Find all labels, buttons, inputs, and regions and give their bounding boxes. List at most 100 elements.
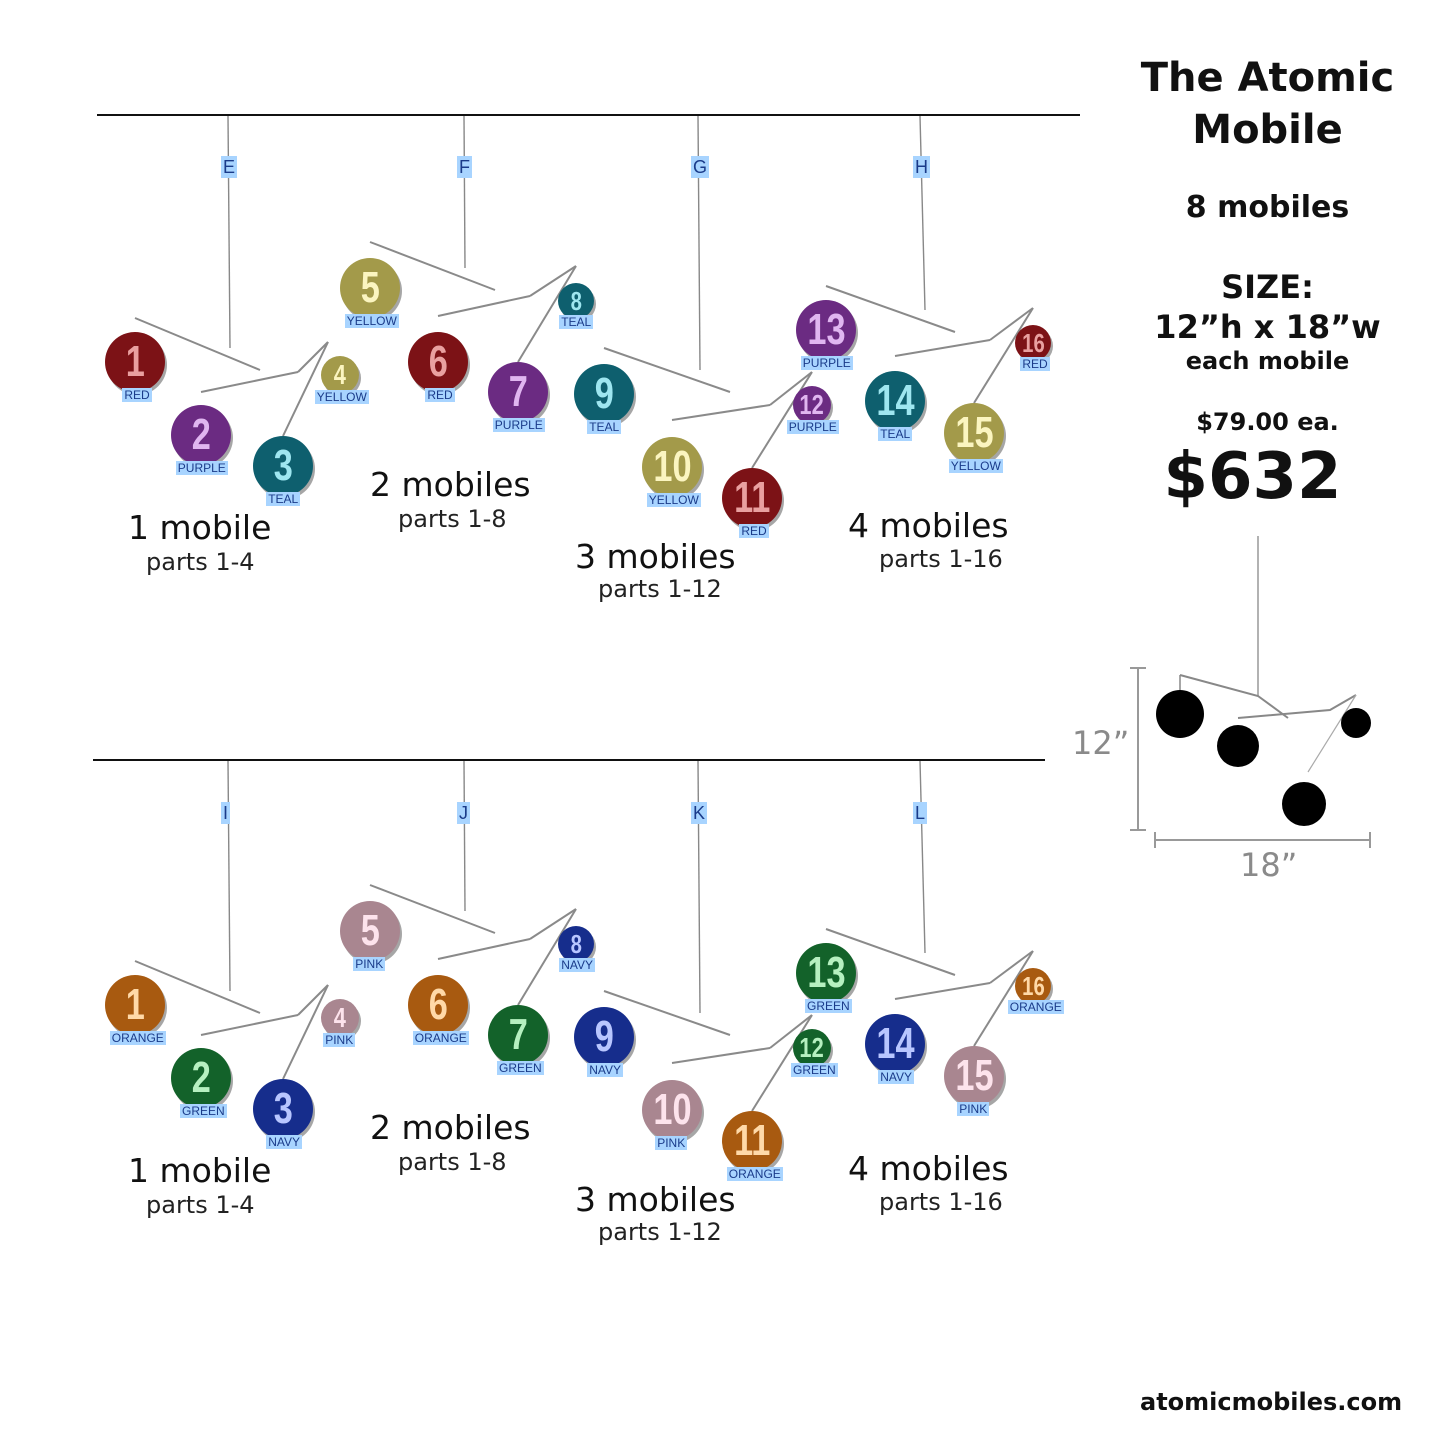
- top-part-number: 5: [360, 263, 380, 312]
- top-hanging-bar: [97, 114, 1080, 116]
- bottom-color-label: GREEN: [791, 1063, 838, 1077]
- bottom-part-number: 12: [799, 1032, 825, 1063]
- top-color-label: RED: [1020, 357, 1050, 371]
- bottom-part-disc: 14: [865, 1014, 925, 1074]
- top-color-label: RED: [739, 524, 769, 538]
- top-string: [463, 115, 466, 269]
- bottom-color-label: GREEN: [805, 999, 852, 1013]
- bottom-color-label: NAVY: [587, 1063, 623, 1077]
- bottom-arm: [973, 950, 1034, 1047]
- bottom-part-disc: 11: [722, 1111, 782, 1171]
- top-arm: [769, 371, 813, 406]
- bottom-part-number: 16: [1021, 970, 1045, 1001]
- top-color-label: PURPLE: [492, 418, 545, 432]
- diagram-disc: [1341, 708, 1371, 738]
- top-arm: [989, 307, 1034, 341]
- bottom-part-disc: 6: [408, 975, 468, 1035]
- bottom-part-number: 4: [333, 1002, 347, 1033]
- bottom-part-disc: 8: [558, 926, 594, 962]
- top-hook-label: G: [691, 156, 710, 178]
- size-note: each mobile: [1185, 347, 1350, 375]
- top-part-disc: 13: [796, 300, 856, 360]
- bottom-arm: [989, 950, 1034, 984]
- top-hook-label: E: [221, 156, 238, 178]
- top-color-label: RED: [122, 388, 152, 402]
- bottom-part-number: 11: [733, 1116, 771, 1165]
- top-color-label: YELLOW: [314, 390, 369, 404]
- bottom-arm: [825, 928, 956, 976]
- top-part-disc: 11: [722, 468, 782, 528]
- top-color-label: TEAL: [266, 492, 301, 506]
- bottom-part-number: 8: [570, 928, 582, 959]
- bottom-part-disc: 15: [944, 1046, 1004, 1106]
- bottom-color-label: ORANGE: [726, 1167, 783, 1181]
- top-color-label: YELLOW: [646, 493, 701, 507]
- bottom-arm: [769, 1014, 813, 1049]
- top-arm: [200, 371, 299, 393]
- top-part-disc: 14: [865, 371, 925, 431]
- top-part-number: 1: [125, 337, 145, 386]
- top-string: [227, 115, 231, 349]
- bottom-hook-label: K: [691, 802, 708, 824]
- top-color-label: PURPLE: [786, 420, 839, 434]
- top-arm: [134, 317, 261, 371]
- bottom-part-disc: 13: [796, 943, 856, 1003]
- bottom-color-label: PINK: [957, 1102, 990, 1116]
- bottom-part-number: 13: [806, 948, 846, 997]
- bottom-hook-label: L: [913, 802, 928, 824]
- top-part-number: 3: [273, 441, 293, 490]
- top-color-label: TEAL: [878, 427, 913, 441]
- top-group-parts: parts 1-4: [146, 548, 255, 576]
- diagram-disc: [1156, 690, 1204, 738]
- top-color-label: TEAL: [587, 420, 622, 434]
- top-part-number: 11: [733, 473, 771, 522]
- top-arm: [297, 341, 329, 373]
- bottom-group-parts: parts 1-4: [146, 1191, 255, 1219]
- top-part-number: 13: [806, 305, 846, 354]
- bottom-color-label: ORANGE: [412, 1031, 469, 1045]
- bottom-arm: [671, 1047, 771, 1064]
- bottom-arm: [603, 990, 731, 1036]
- bottom-hanging-bar: [93, 759, 1045, 761]
- bottom-color-label: NAVY: [559, 958, 595, 972]
- top-arm: [369, 241, 496, 291]
- bottom-part-number: 15: [954, 1051, 994, 1100]
- bottom-part-number: 9: [594, 1012, 614, 1061]
- top-color-label: YELLOW: [948, 459, 1003, 473]
- bottom-part-disc: 5: [340, 901, 400, 961]
- bottom-part-number: 10: [652, 1085, 692, 1134]
- bottom-wires: [134, 760, 1034, 1112]
- bottom-group-parts: parts 1-16: [879, 1188, 1003, 1216]
- bottom-part-disc: 9: [574, 1007, 634, 1067]
- top-part-disc: 16: [1015, 325, 1051, 361]
- top-string: [919, 115, 926, 311]
- top-part-disc: 9: [574, 364, 634, 424]
- website-link[interactable]: atomicmobiles.com: [1140, 1388, 1403, 1416]
- top-arm: [282, 341, 329, 437]
- bottom-string: [697, 760, 701, 1014]
- top-arm: [894, 339, 991, 357]
- top-group-title: 3 mobiles: [575, 537, 736, 576]
- bottom-part-disc: 16: [1015, 968, 1051, 1004]
- bottom-part-disc: 1: [105, 975, 165, 1035]
- bottom-arm: [437, 938, 531, 960]
- bottom-color-label: ORANGE: [109, 1031, 166, 1045]
- top-mobile-row: E F G H 1 RED 2 PURPLE 3 TEAL 4 YELLOW 5 YELLOW 6 RED 7 P…: [0, 0, 1100, 640]
- top-group-title: 4 mobiles: [848, 506, 1009, 545]
- top-part-number: 2: [191, 410, 211, 459]
- price-each: $79.00 ea.: [1196, 408, 1339, 436]
- bottom-part-disc: 12: [793, 1029, 831, 1067]
- top-arm: [529, 265, 577, 297]
- bottom-color-label: PINK: [353, 957, 386, 971]
- bottom-part-number: 14: [875, 1019, 915, 1068]
- bottom-color-label: NAVY: [878, 1070, 914, 1084]
- top-arm: [517, 265, 577, 363]
- top-part-number: 9: [594, 369, 614, 418]
- top-part-disc: 2: [171, 405, 231, 465]
- top-part-disc: 6: [408, 332, 468, 392]
- top-arm: [671, 404, 771, 421]
- top-arm: [825, 285, 956, 333]
- top-wires: [134, 115, 1034, 469]
- bottom-part-disc: 2: [171, 1048, 231, 1108]
- top-arm: [973, 307, 1034, 404]
